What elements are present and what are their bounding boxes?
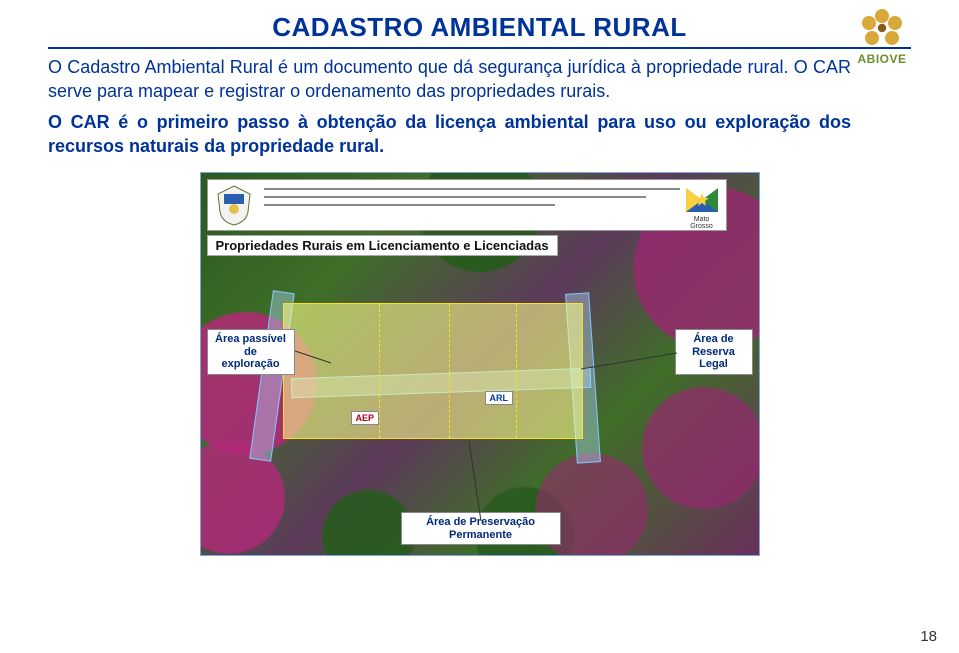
paragraph-1: O Cadastro Ambiental Rural é um document… (48, 55, 851, 104)
aep-label-box: Área passível de exploração (207, 329, 295, 375)
map-subtitle: Propriedades Rurais em Licenciamento e L… (207, 235, 558, 256)
parcel-polygon (283, 303, 583, 439)
map-header: Mato Grosso (207, 179, 727, 231)
parcel-divider-2 (449, 304, 450, 438)
logo-label: ABIOVE (851, 52, 913, 66)
abiove-logo: ABIOVE (851, 8, 913, 66)
header-lines (264, 188, 680, 206)
page-number: 18 (920, 628, 937, 645)
aep-tag: AEP (351, 411, 380, 425)
map-figure: Mato Grosso Propriedades Rurais em Licen… (200, 172, 760, 556)
body-copy: O Cadastro Ambiental Rural é um document… (48, 55, 911, 158)
crest-icon (214, 184, 254, 226)
mato-grosso-flag-icon (686, 186, 718, 214)
arl-label-box: Área de Reserva Legal (675, 329, 753, 375)
paragraph-2: O CAR é o primeiro passo à obtenção da l… (48, 110, 851, 159)
parcel-divider-3 (516, 304, 517, 438)
slide-title: CADASTRO AMBIENTAL RURAL (48, 12, 911, 43)
flower-icon (859, 8, 905, 50)
arl-tag: ARL (485, 391, 514, 405)
app-label-box: Área de Preservação Permanente (401, 512, 561, 545)
flag-label: Mato Grosso (682, 216, 722, 230)
title-rule (48, 47, 911, 49)
